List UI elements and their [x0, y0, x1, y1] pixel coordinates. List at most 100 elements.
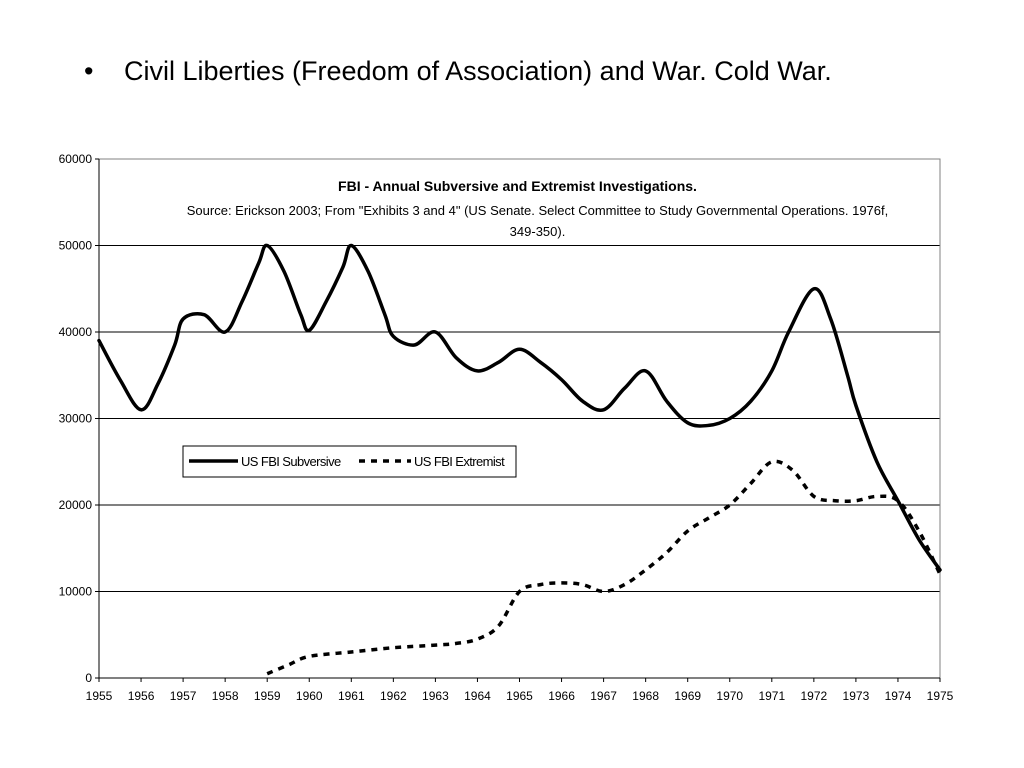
data-point: [540, 362, 541, 363]
x-tick-label: 1957: [170, 689, 197, 703]
data-point: [855, 500, 856, 501]
x-tick-label: 1974: [885, 689, 912, 703]
data-point: [393, 336, 394, 337]
y-tick-label: 50000: [59, 239, 93, 253]
data-point: [855, 405, 856, 406]
data-point: [830, 319, 831, 320]
data-point: [750, 401, 751, 402]
data-point: [582, 584, 583, 585]
series-line-subversive: [97, 243, 942, 572]
data-point: [519, 591, 520, 592]
data-point: [771, 370, 772, 371]
data-point: [834, 500, 835, 501]
data-point: [708, 425, 709, 426]
legend-label-subversive: US FBI Subversive: [241, 454, 341, 469]
x-tick-label: 1968: [632, 689, 659, 703]
data-point: [120, 379, 121, 380]
y-tick-label: 40000: [59, 325, 93, 339]
x-tick-label: 1958: [212, 689, 239, 703]
bullet-dot-icon: •: [84, 56, 94, 86]
y-tick-label: 10000: [59, 585, 93, 599]
data-point: [876, 461, 877, 462]
y-tick-label: 0: [85, 671, 92, 685]
data-point: [351, 652, 352, 653]
data-point: [919, 531, 920, 532]
data-point: [788, 332, 789, 333]
chart-subtitle-line2: 349-350).: [510, 224, 566, 239]
data-point: [157, 383, 158, 384]
bullet-text: Civil Liberties (Freedom of Association)…: [124, 56, 832, 86]
slide-bullet: • Civil Liberties (Freedom of Association…: [84, 56, 832, 87]
series-line-extremist: [266, 459, 942, 676]
data-point: [309, 656, 310, 657]
data-point: [258, 262, 259, 263]
data-point: [708, 518, 709, 519]
axes: 0 10000 20000 30000 40000 50000 60000 1955 1956 1…: [59, 152, 954, 703]
data-point: [204, 314, 205, 315]
x-tick-label: 1963: [422, 689, 449, 703]
legend: US FBI Subversive US FBI Extremist: [182, 445, 517, 478]
x-tick-label: 1969: [674, 689, 701, 703]
data-point: [141, 409, 142, 410]
chart-title: FBI - Annual Subversive and Extremist In…: [338, 178, 697, 194]
data-point: [174, 345, 175, 346]
data-point: [876, 496, 877, 497]
data-point: [498, 362, 499, 363]
x-tick-label: 1971: [758, 689, 785, 703]
data-point: [603, 591, 604, 592]
data-point: [477, 639, 478, 640]
data-point: [624, 388, 625, 389]
data-point: [384, 314, 385, 315]
data-point: [919, 539, 920, 540]
data-point: [288, 665, 289, 666]
data-point: [687, 531, 688, 532]
data-point: [729, 418, 730, 419]
data-point: [940, 574, 941, 575]
x-tick-label: 1962: [380, 689, 407, 703]
data-point: [300, 314, 301, 315]
series-lines: [97, 243, 942, 676]
data-point: [309, 330, 310, 331]
data-point: [645, 370, 646, 371]
legend-box: [182, 445, 517, 478]
data-point: [267, 673, 268, 674]
chart-subtitle-line1: Source: Erickson 2003; From "Exhibits 3 …: [187, 203, 888, 218]
data-point: [225, 332, 226, 333]
data-point: [603, 409, 604, 410]
x-tick-label: 1964: [464, 689, 491, 703]
data-point: [666, 401, 667, 402]
data-point: [729, 505, 730, 506]
x-tick-label: 1967: [590, 689, 617, 703]
data-point: [498, 626, 499, 627]
x-tick-label: 1965: [506, 689, 533, 703]
title-background: [175, 172, 893, 242]
x-tick-label: 1960: [296, 689, 323, 703]
data-point: [351, 245, 352, 246]
data-point: [813, 496, 814, 497]
data-point: [813, 288, 814, 289]
data-point: [645, 569, 646, 570]
data-point: [792, 470, 793, 471]
x-tick-label: 1956: [128, 689, 155, 703]
data-point: [519, 349, 520, 350]
data-point: [326, 301, 327, 302]
x-tick-label: 1975: [927, 689, 954, 703]
y-tick-label: 20000: [59, 498, 93, 512]
data-point: [847, 375, 848, 376]
x-tick-label: 1955: [86, 689, 113, 703]
x-tick-label: 1970: [716, 689, 743, 703]
x-tick-label: 1973: [843, 689, 870, 703]
data-point: [624, 584, 625, 585]
y-tick-label: 60000: [59, 152, 93, 166]
data-point: [477, 370, 478, 371]
data-point: [368, 271, 369, 272]
x-tick-label: 1966: [548, 689, 575, 703]
data-point: [183, 319, 184, 320]
data-point: [897, 500, 898, 501]
data-point: [561, 379, 562, 380]
data-point: [242, 301, 243, 302]
data-point: [435, 332, 436, 333]
data-point: [267, 245, 268, 246]
data-point: [456, 643, 457, 644]
